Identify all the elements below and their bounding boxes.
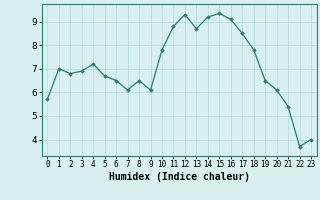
X-axis label: Humidex (Indice chaleur): Humidex (Indice chaleur) <box>109 172 250 182</box>
